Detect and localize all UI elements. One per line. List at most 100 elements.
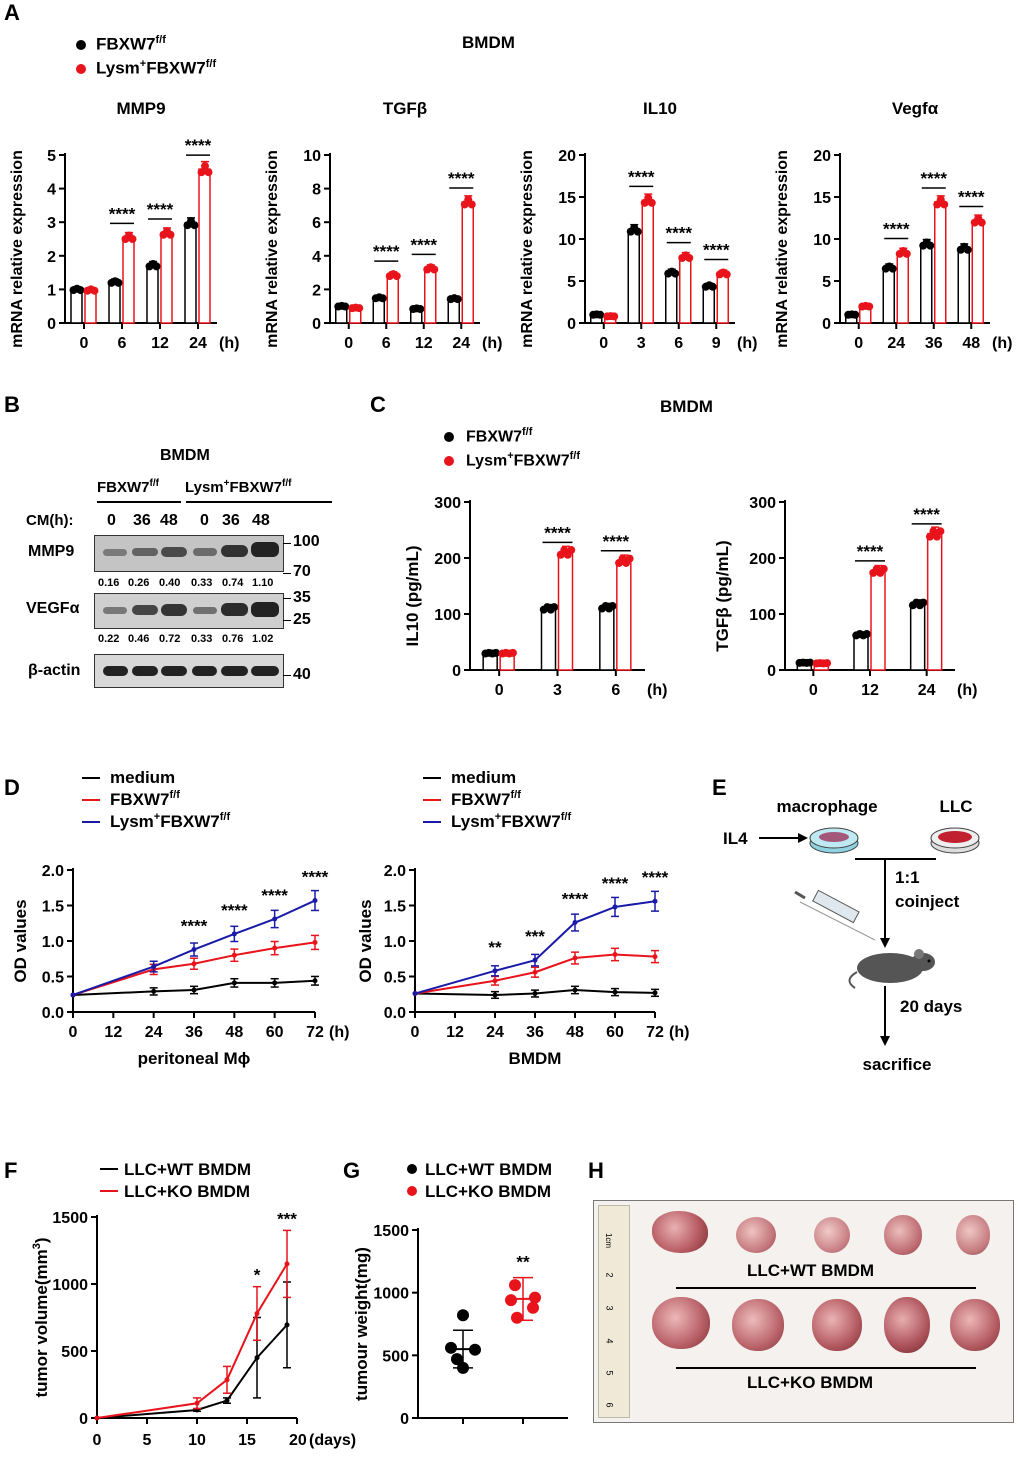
ruler-mark: 2 (604, 1272, 615, 1278)
ruler-mark: 5 (604, 1370, 615, 1376)
y-axis-label: mRNA relative expression (519, 150, 536, 348)
x-tick-label: 6 (382, 335, 391, 352)
bar (424, 267, 437, 324)
y-tick-label: 1.5 (42, 899, 64, 916)
chart-vegfa-mrna: Vegfα mRNA relative expression 0 5 10 15 20 0 24… (774, 99, 1012, 352)
photo-line-top (676, 1287, 976, 1289)
wb-time-3: 0 (200, 512, 209, 529)
x-tick-label: 48 (566, 1024, 584, 1041)
sig-label: ** (488, 938, 502, 957)
data-point (529, 1291, 541, 1304)
data-point (70, 992, 76, 998)
bar (70, 288, 83, 324)
wb-quant: 1.10 (252, 577, 274, 589)
y-tick-label: 0.0 (42, 1005, 64, 1022)
data-point (511, 1311, 523, 1324)
x-tick-label: 0 (495, 682, 504, 699)
wb-quant: 0.40 (159, 577, 181, 589)
legend-label: Lysm+FBXW7f/f (110, 811, 230, 831)
x-unit: (h) (647, 682, 667, 699)
panel-letter-g: G (343, 1158, 361, 1183)
data-point (128, 235, 137, 244)
x-tick-label: 12 (104, 1024, 122, 1041)
x-tick-label: 3 (637, 335, 646, 352)
y-tick-label: 20 (813, 148, 831, 165)
data-point (341, 302, 350, 311)
data-point (550, 603, 559, 612)
bar (920, 243, 933, 324)
y-tick-label: 4 (312, 249, 321, 266)
x-unit: (days) (309, 1432, 356, 1449)
wb-cm-label: CM(h): (26, 512, 74, 529)
legend-label: LLC+KO BMDM (425, 1182, 551, 1201)
series-line (414, 988, 656, 996)
series-line (72, 979, 316, 996)
y-tick-label: 15 (813, 190, 831, 207)
data-point (392, 272, 401, 281)
legend-dot (407, 1186, 417, 1196)
tumor-icon (732, 1299, 784, 1351)
x-tick-label: 12 (415, 335, 433, 352)
y-tick-label: 0 (767, 663, 776, 680)
y-tick-label: 2 (312, 282, 321, 299)
y-tick-label: 0 (400, 1411, 409, 1428)
y-tick-label: 4 (47, 182, 56, 199)
x-tick-label: 5 (143, 1432, 152, 1449)
x-unit: (h) (219, 335, 239, 352)
data-point (919, 598, 928, 607)
x-tick-label: 24 (189, 335, 207, 352)
bar (386, 274, 399, 324)
sig-label: **** (373, 242, 400, 261)
data-point (201, 162, 209, 171)
sig-label: *** (277, 1209, 297, 1228)
wb-time-0: 0 (107, 512, 116, 529)
y-tick-label: 1.5 (384, 899, 406, 916)
wb-band (103, 607, 127, 614)
tumor-icon (814, 1217, 850, 1253)
x-unit: (h) (737, 335, 757, 352)
wb-label-actin: β-actin (28, 662, 81, 679)
data-point (505, 1294, 517, 1307)
wb-blot-mmp9 (94, 535, 284, 572)
wb-quant: 0.46 (128, 633, 150, 645)
series-line (72, 899, 316, 996)
sig-label: **** (544, 523, 571, 542)
bar (957, 247, 970, 324)
y-tick-label: 1.0 (42, 934, 64, 951)
y-tick-label: 2.0 (384, 863, 406, 880)
wb-quant: 0.22 (98, 633, 120, 645)
legend-label: medium (451, 768, 516, 787)
data-point (625, 554, 634, 563)
photo-line-bottom (676, 1367, 976, 1369)
sig-label: **** (666, 224, 693, 243)
y-tick-label: 15 (558, 190, 576, 207)
x-tick-label: 0 (69, 1024, 78, 1041)
series-line (72, 941, 316, 996)
wb-group-ko-line (186, 501, 332, 503)
sig-label: **** (921, 169, 948, 188)
bar (909, 603, 926, 671)
y-axis-label: TGFβ (pg/mL) (713, 540, 732, 651)
bar (160, 232, 173, 324)
y-tick-label: 200 (749, 551, 776, 568)
bar (934, 201, 947, 324)
tumor-icon (884, 1297, 930, 1353)
chart-title: MMP9 (116, 99, 165, 118)
y-axis-label: tumour weight(mg) (352, 1247, 371, 1401)
x-tick-label: 0 (411, 1024, 420, 1041)
legend-ko-label: Lysm+FBXW7f/f (96, 58, 217, 78)
panel-letter-a: A (4, 0, 20, 25)
chart-il10-elisa: IL10 (pg/mL) 0 100 200 300 0 3 **** 6 **** (h) (403, 495, 667, 699)
y-tick-label: 10 (558, 232, 576, 249)
chart-title: IL10 (643, 99, 677, 118)
sig-label: **** (603, 532, 630, 551)
data-point (457, 1309, 469, 1322)
bar (108, 281, 121, 324)
bar (198, 168, 211, 324)
sig-label: ** (516, 1253, 530, 1272)
sig-label: **** (642, 868, 669, 887)
data-point (708, 282, 717, 291)
wb-band (161, 547, 187, 557)
x-tick-label: 0 (809, 682, 818, 699)
